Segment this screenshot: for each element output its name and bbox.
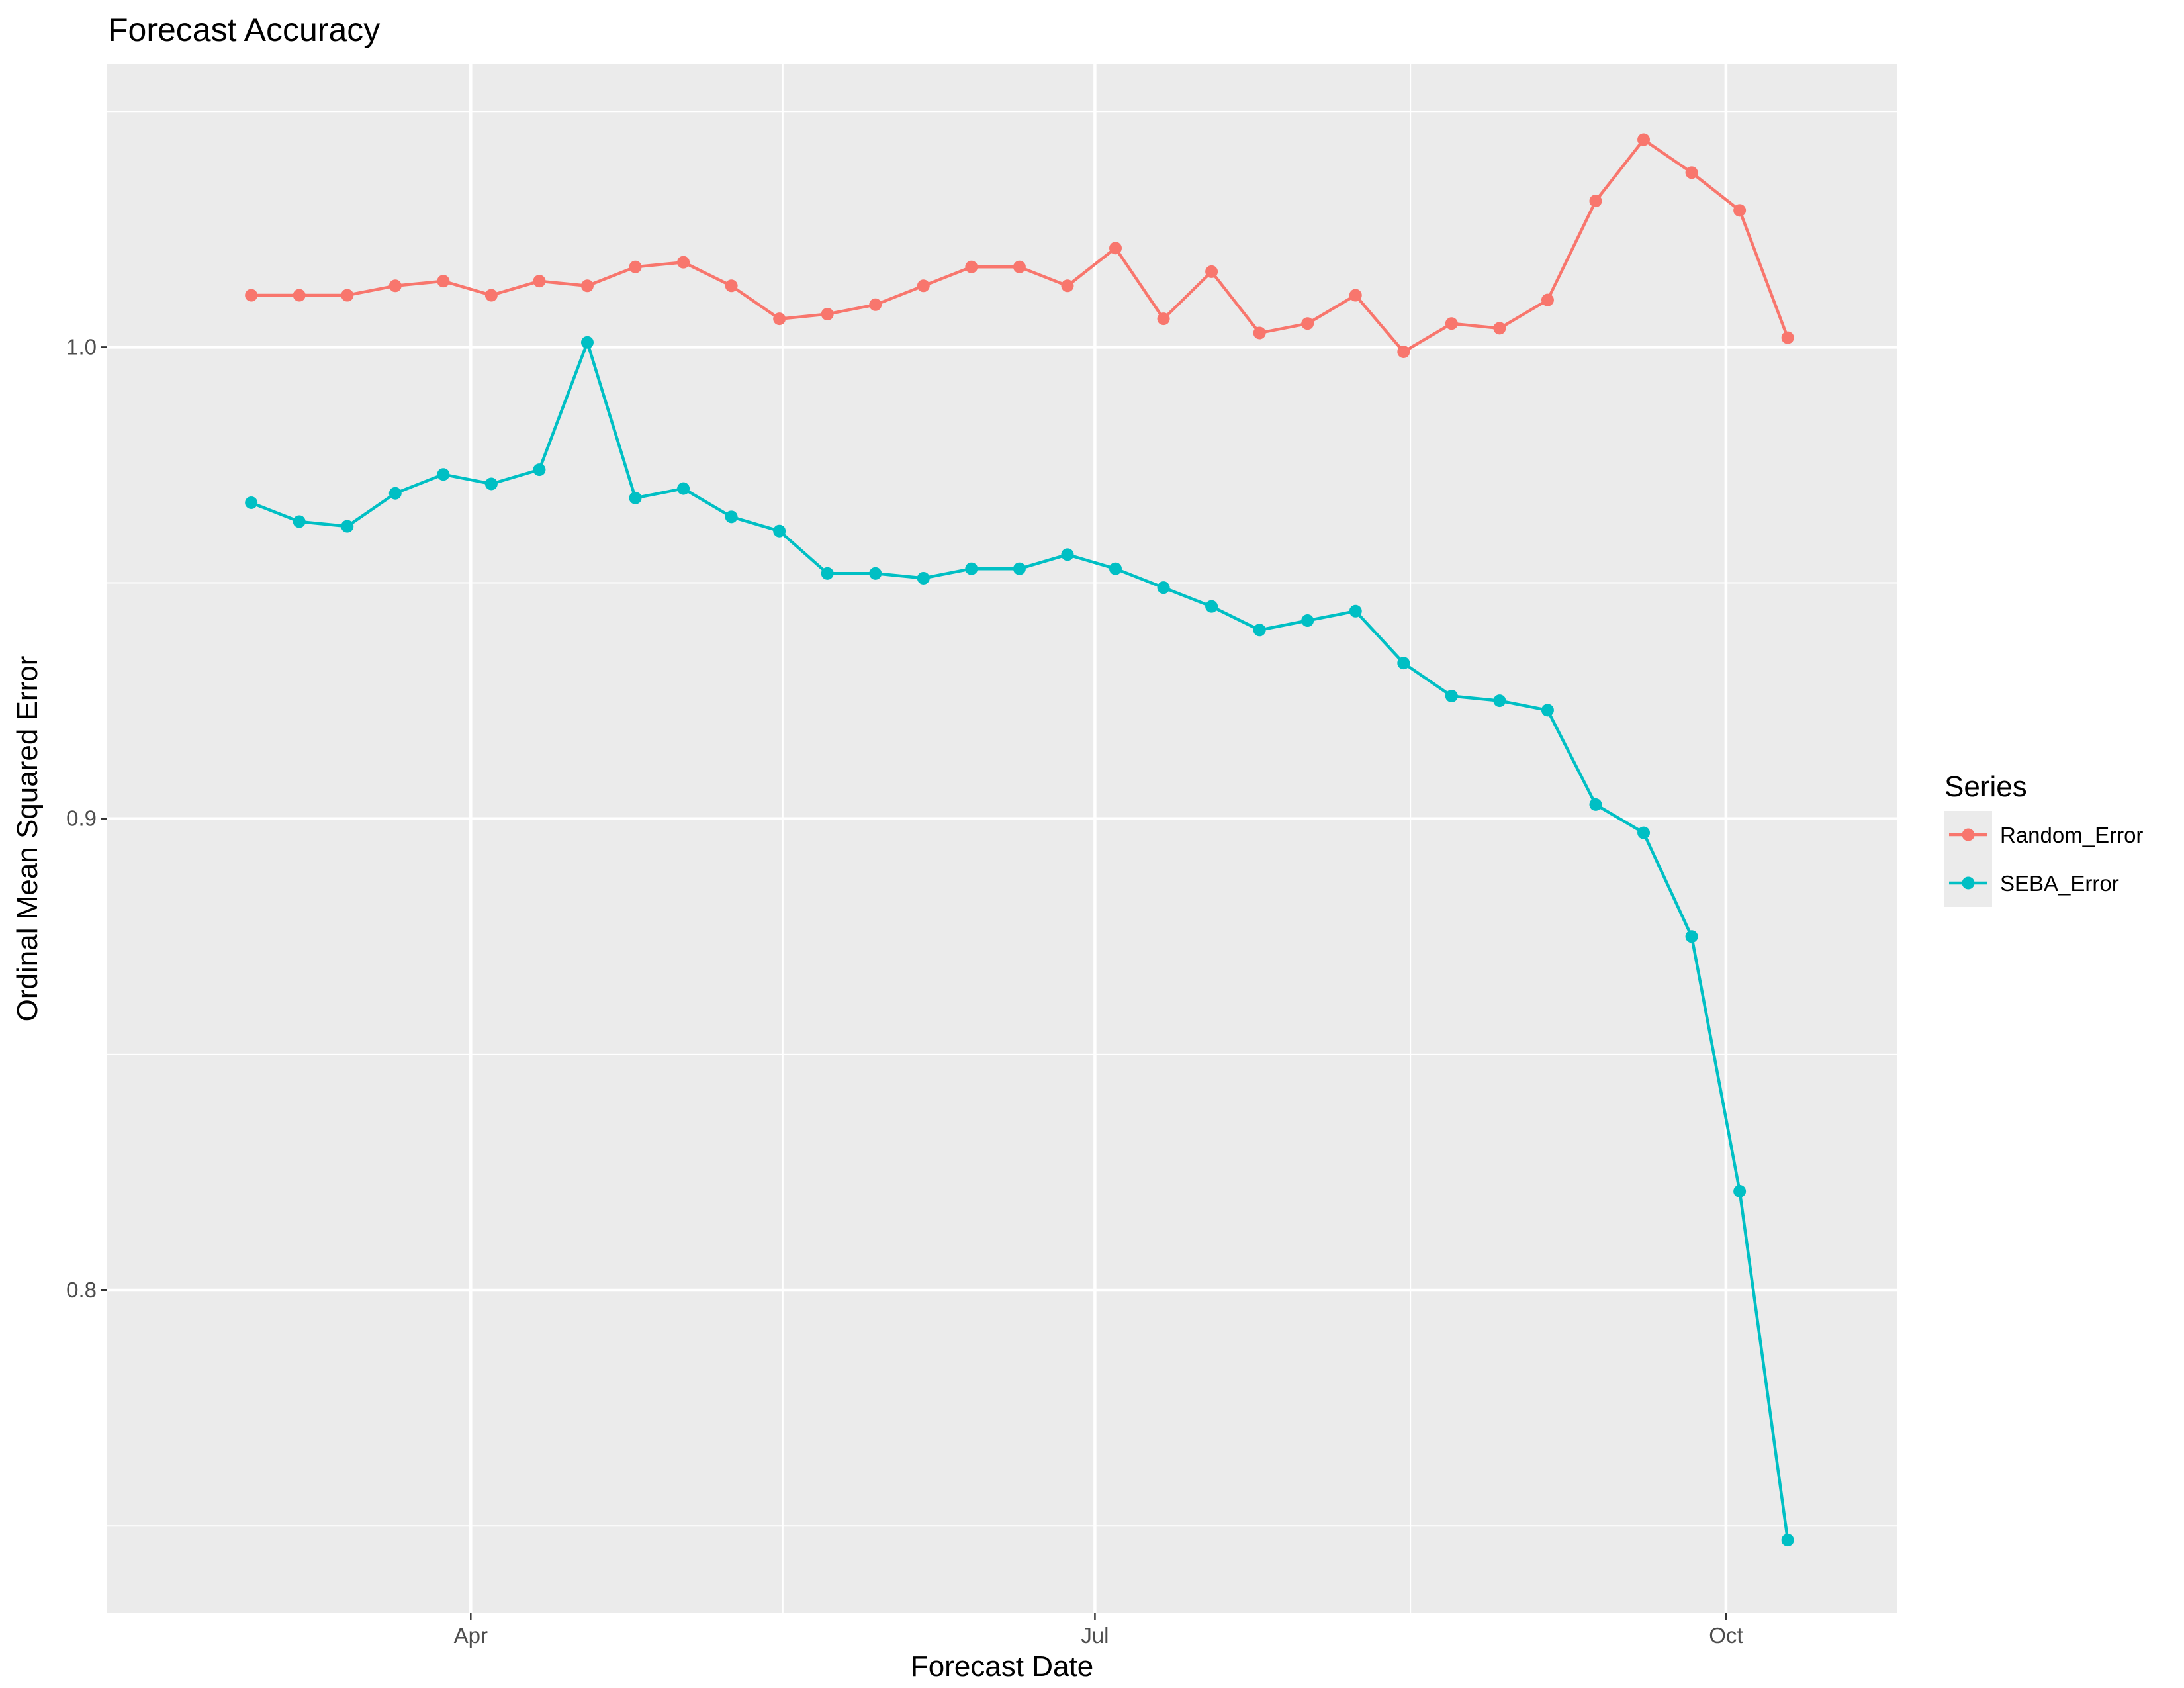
- data-point: [1445, 317, 1458, 330]
- legend: Series Random_Error SEBA_Error: [1944, 771, 2143, 907]
- data-point: [1205, 265, 1218, 278]
- data-point: [917, 571, 930, 585]
- data-point: [1541, 704, 1554, 717]
- data-point: [388, 279, 402, 293]
- data-point: [293, 515, 306, 528]
- data-point: [245, 289, 258, 302]
- data-point: [1397, 657, 1410, 670]
- data-point: [1445, 690, 1458, 703]
- data-point: [725, 510, 738, 524]
- legend-label: SEBA_Error: [2000, 871, 2119, 896]
- data-point: [1733, 1184, 1747, 1197]
- chart-title: Forecast Accuracy: [108, 11, 380, 48]
- legend-items: Random_Error SEBA_Error: [1944, 811, 2143, 907]
- data-point: [965, 562, 978, 575]
- data-point: [1493, 322, 1506, 335]
- data-point: [629, 491, 642, 504]
- data-point: [1013, 260, 1026, 273]
- x-tick-label: Apr: [454, 1623, 488, 1648]
- major-gridlines: [107, 64, 1897, 1613]
- data-point: [1541, 293, 1554, 306]
- data-point: [677, 256, 690, 269]
- data-point: [533, 275, 546, 288]
- data-point: [1253, 326, 1266, 340]
- legend-key-point: [1962, 876, 1975, 890]
- x-axis: Apr Jul Oct: [454, 1613, 1743, 1648]
- y-axis: 0.8 0.9 1.0: [66, 334, 107, 1302]
- data-point: [1637, 133, 1651, 146]
- data-point: [629, 260, 642, 273]
- legend-title: Series: [1944, 771, 2027, 803]
- data-point: [917, 279, 930, 293]
- data-point: [341, 520, 354, 533]
- data-point: [1685, 930, 1698, 943]
- data-point: [1109, 562, 1122, 575]
- data-point: [1205, 600, 1218, 613]
- data-point: [773, 312, 786, 326]
- x-axis-title: Forecast Date: [911, 1650, 1093, 1683]
- data-point: [533, 463, 546, 477]
- data-point: [1013, 562, 1026, 575]
- data-point: [341, 289, 354, 302]
- data-point: [821, 308, 834, 321]
- data-point: [1301, 317, 1314, 330]
- data-point: [1061, 279, 1074, 293]
- data-point: [1253, 624, 1266, 637]
- data-point: [1589, 798, 1602, 811]
- data-point: [869, 567, 882, 580]
- data-point: [677, 482, 690, 495]
- y-tick-label: 1.0: [66, 334, 97, 359]
- legend-label: Random_Error: [2000, 823, 2143, 847]
- data-point: [580, 279, 594, 293]
- x-tick-label: Jul: [1081, 1623, 1109, 1648]
- data-point: [437, 468, 450, 481]
- y-tick-label: 0.8: [66, 1278, 97, 1302]
- plot-panel: [107, 64, 1897, 1613]
- data-point: [484, 477, 498, 491]
- data-point: [1733, 204, 1747, 217]
- data-point: [1157, 312, 1170, 326]
- data-point: [1589, 195, 1602, 208]
- data-point: [773, 524, 786, 538]
- y-tick-label: 0.9: [66, 806, 97, 831]
- data-point: [1685, 166, 1698, 179]
- data-point: [484, 289, 498, 302]
- data-point: [1349, 289, 1362, 302]
- y-axis-title: Ordinal Mean Squared Error: [11, 656, 44, 1022]
- data-point: [293, 289, 306, 302]
- data-point: [1109, 242, 1122, 255]
- data-point: [580, 336, 594, 349]
- data-point: [1397, 346, 1410, 359]
- data-point: [965, 260, 978, 273]
- data-point: [1781, 331, 1794, 344]
- data-point: [1157, 581, 1170, 594]
- series-points: [245, 133, 1794, 1547]
- x-tick-label: Oct: [1709, 1623, 1743, 1648]
- data-point: [1637, 826, 1651, 839]
- data-point: [1061, 548, 1074, 561]
- data-point: [1781, 1534, 1794, 1547]
- legend-key-point: [1962, 828, 1975, 841]
- data-point: [1349, 604, 1362, 618]
- data-point: [437, 275, 450, 288]
- data-point: [1301, 614, 1314, 628]
- data-point: [725, 279, 738, 293]
- data-point: [869, 298, 882, 311]
- data-point: [245, 496, 258, 509]
- data-point: [821, 567, 834, 580]
- data-point: [1493, 694, 1506, 708]
- data-point: [388, 487, 402, 500]
